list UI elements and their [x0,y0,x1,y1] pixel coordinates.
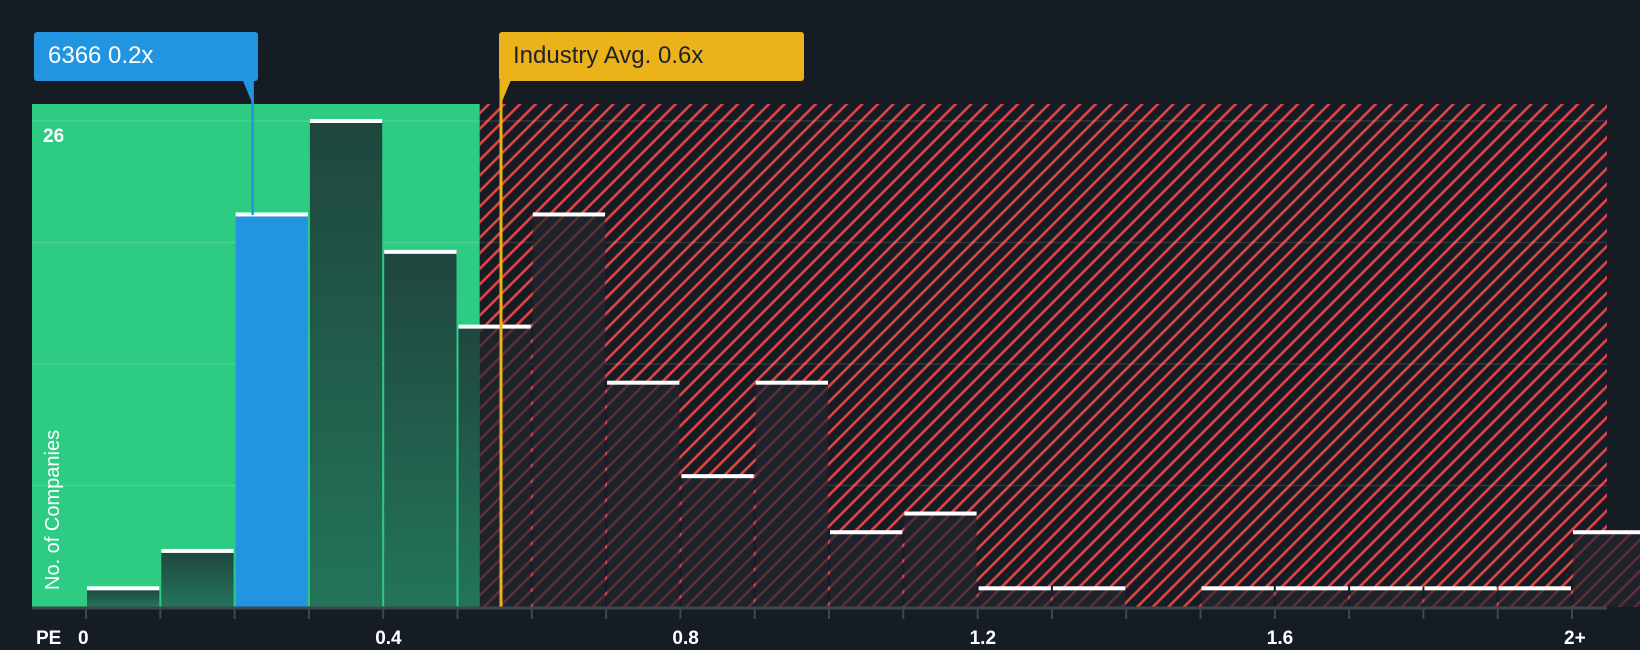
x-tick-label: 1.2 [969,628,997,649]
bar-top-marker [607,380,680,385]
bar-top-marker [235,212,308,217]
x-axis-title: PE [36,628,62,649]
histogram-bar [1052,588,1126,607]
histogram-bar [309,121,383,607]
x-tick-label: 0.4 [375,628,402,649]
histogram-bar [532,214,606,607]
company-pe-callout: 6366 0.2x [34,32,258,81]
industry-avg-label: Industry Avg. 0.6x [513,42,704,69]
x-tick-label: 0.8 [672,628,699,649]
histogram-bar [978,588,1051,607]
histogram-bar [235,214,308,607]
histogram-bar [458,326,480,607]
bar-top-marker [532,212,606,217]
y-axis-title: No. of Companies [42,429,64,590]
bar-top-marker [1573,530,1640,535]
histogram-bar [384,251,457,607]
bar-top-marker [458,324,531,329]
histogram-bar [1573,532,1640,607]
histogram-bar [1275,588,1349,607]
histogram-bar [1201,588,1274,607]
bar-top-marker [384,249,457,254]
histogram-bar [607,382,680,607]
histogram-bar [681,476,754,607]
histogram-bar [161,550,234,607]
bar-top-marker [755,380,828,385]
x-tick-label: 1.6 [1266,628,1294,649]
bar-top-marker [978,586,1051,591]
company-pe-label: 6366 0.2x [48,42,154,69]
x-tick-label: 0 [78,628,89,649]
x-tick-label: 2+ [1564,628,1586,649]
bar-top-marker [1275,586,1349,591]
histogram-bar [1498,588,1571,607]
bar-top-marker [1201,586,1274,591]
bar-top-marker [87,586,160,591]
histogram-bar [1350,588,1423,607]
bar-top-marker [1052,586,1126,591]
markers [242,80,511,607]
x-axis [32,606,1607,619]
histogram-bars [87,119,1640,607]
bar-top-marker [161,548,234,553]
histogram-bar [904,513,977,607]
industry-avg-callout: Industry Avg. 0.6x [499,32,804,81]
bar-top-marker [681,474,754,479]
histogram-bar [479,326,531,607]
bar-top-marker [309,119,383,123]
y-axis-top-label: 26 [43,126,65,147]
bar-top-marker [1350,586,1423,591]
bar-top-marker [904,511,977,516]
histogram-bar [755,382,828,607]
bar-top-marker [1424,586,1497,591]
bar-top-marker [830,530,903,535]
bar-top-marker [1498,586,1571,591]
histogram-bar [830,532,903,607]
histogram-bar [1424,588,1497,607]
company-pointer-icon [242,80,253,104]
industry-pointer-icon [501,80,511,104]
histogram-bar [87,588,160,607]
